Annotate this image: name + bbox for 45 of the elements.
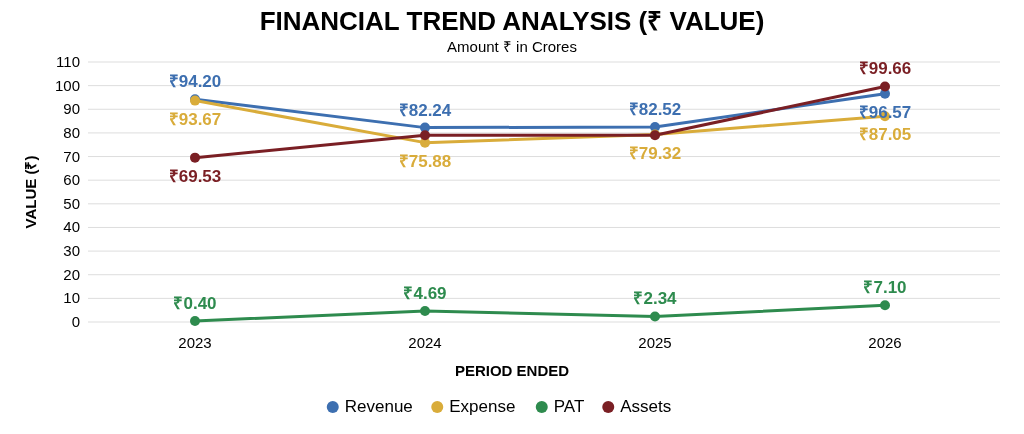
data-label: ₹96.57 [858,102,912,122]
data-label: ₹4.69 [403,283,447,303]
chart-title: FINANCIAL TREND ANALYSIS (₹ VALUE) [259,6,765,36]
y-tick-label: 90 [63,100,80,118]
point [420,130,430,141]
y-tick-label: 50 [63,194,80,212]
data-label: ₹99.66 [858,59,912,79]
data-label: ₹7.10 [863,278,907,298]
point [880,300,890,311]
y-tick-label: 10 [63,289,80,307]
data-label: ₹87.05 [858,125,912,145]
data-label: ₹0.40 [173,294,217,314]
y-tick-label: 30 [63,242,80,260]
x-tick-label: 2026 [868,334,902,351]
y-axis-title: VALUE (₹) [22,155,39,229]
point [190,152,200,163]
y-tick-label: 60 [63,171,80,189]
y-tick-label: 40 [63,218,80,236]
point [880,81,890,92]
y-tick-label: 110 [56,53,80,70]
point [650,311,660,322]
data-label: ₹75.88 [398,151,452,171]
data-label: ₹2.34 [633,289,678,309]
data-label: ₹69.53 [168,166,222,186]
legend-label: Expense [449,397,516,416]
y-tick-label: 20 [63,265,80,283]
point [420,305,430,316]
data-label: ₹93.67 [168,109,222,129]
x-tick-label: 2023 [178,334,212,351]
legend-label: Assets [620,397,672,416]
data-label: ₹82.24 [398,100,452,120]
y-tick-label: 0 [71,313,80,330]
y-tick-label: 70 [63,147,80,165]
legend-label: Revenue [344,397,413,416]
point [190,316,200,327]
x-tick-label: 2025 [638,334,672,351]
chart-subtitle: Amount ₹ in Crores [447,38,577,55]
x-axis-title: PERIOD ENDED [454,362,570,379]
y-tick-label: 100 [54,76,80,94]
data-label: ₹94.20 [168,72,222,92]
data-label: ₹82.52 [628,99,682,119]
y-tick-label: 80 [63,123,80,141]
x-tick-label: 2024 [408,334,442,351]
data-label: ₹79.32 [628,143,682,163]
legend-label: PAT [553,397,585,416]
